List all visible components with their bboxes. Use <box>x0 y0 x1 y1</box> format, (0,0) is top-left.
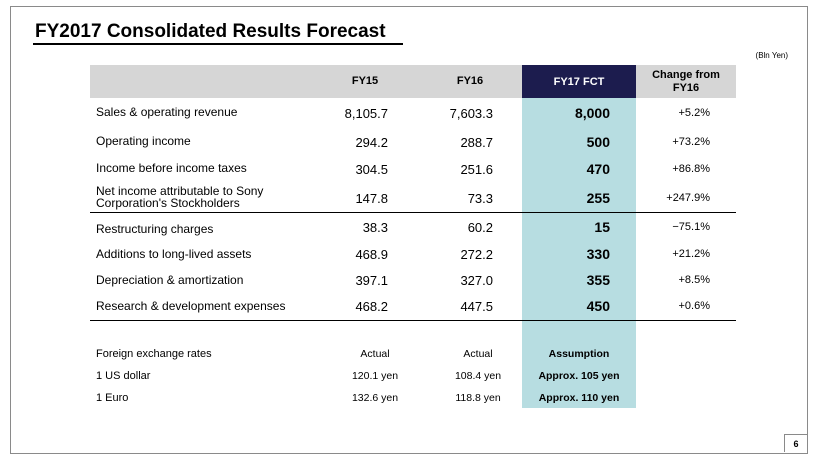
fx-header-fy17: Assumption <box>548 348 610 360</box>
row-fy16: 327.0 <box>460 273 493 288</box>
row-fy17: 8,000 <box>574 105 610 121</box>
fx-row-fy16: 108.4 yen <box>454 370 502 382</box>
row-fy15: 38.3 <box>362 220 388 235</box>
row-label: Income before income taxes <box>96 161 247 175</box>
row-label: Depreciation & amortization <box>96 273 244 287</box>
row-fy15: 8,105.7 <box>344 106 388 121</box>
fx-header-fy16: Actual <box>463 348 493 360</box>
header-change: Change from FY16 <box>652 68 720 94</box>
row-fy17: 355 <box>586 272 610 288</box>
row-fy15: 468.2 <box>355 299 388 314</box>
row-label: Net income attributable to Sony Corporat… <box>96 184 264 210</box>
fx-row-fy15: 120.1 yen <box>351 370 399 382</box>
header-fy15: FY15 <box>351 75 379 87</box>
row-change: +247.9% <box>666 192 710 204</box>
fx-row-label: 1 Euro <box>96 392 129 404</box>
row-label: Research & development expenses <box>96 299 286 313</box>
fx-row-fy17: Approx. 105 yen <box>538 370 620 382</box>
row-label: Operating income <box>96 134 191 148</box>
page-number: 6 <box>784 434 807 452</box>
row-change: +5.2% <box>678 107 711 119</box>
row-fy17: 500 <box>586 134 610 150</box>
row-change: +73.2% <box>672 136 710 148</box>
table-bottom-rule <box>90 320 736 321</box>
row-change: +21.2% <box>672 248 710 260</box>
slide-frame <box>10 6 808 454</box>
title-underline <box>33 43 403 45</box>
fx-row-fy16: 118.8 yen <box>455 392 501 404</box>
table-header-bg-change <box>636 65 736 98</box>
row-fy16: 251.6 <box>460 162 493 177</box>
row-fy16: 288.7 <box>460 135 493 150</box>
table-header-bg <box>90 65 522 98</box>
row-fy17: 470 <box>586 161 610 177</box>
row-fy15: 397.1 <box>355 273 388 288</box>
header-fy17-fct: FY17 FCT <box>522 65 636 98</box>
row-change: −75.1% <box>672 221 710 233</box>
unit-label: (Bln Yen) <box>755 51 788 60</box>
row-fy17: 450 <box>586 298 610 314</box>
row-change: +0.6% <box>678 300 711 312</box>
row-fy15: 147.8 <box>355 191 388 206</box>
row-label: Sales & operating revenue <box>96 105 238 119</box>
row-fy17: 330 <box>586 246 610 262</box>
row-fy15: 304.5 <box>355 162 388 177</box>
fx-row-fy17: Approx. 110 yen <box>538 392 620 404</box>
row-fy16: 7,603.3 <box>449 106 493 121</box>
row-change: +8.5% <box>678 274 711 286</box>
header-fy16: FY16 <box>456 75 484 87</box>
row-fy16: 447.5 <box>460 299 493 314</box>
row-label: Restructuring charges <box>96 222 214 236</box>
fx-row-label: 1 US dollar <box>96 370 151 382</box>
section-divider <box>90 212 736 213</box>
row-fy17: 255 <box>586 190 610 206</box>
page-title: FY2017 Consolidated Results Forecast <box>35 21 386 42</box>
fx-header-label: Foreign exchange rates <box>96 348 212 360</box>
row-fy16: 272.2 <box>460 247 493 262</box>
row-fy15: 468.9 <box>355 247 388 262</box>
row-fy16: 73.3 <box>467 191 493 206</box>
fct-column-highlight <box>522 65 636 408</box>
row-fy17: 15 <box>594 219 610 235</box>
fx-header-fy15: Actual <box>360 348 390 360</box>
row-fy15: 294.2 <box>355 135 388 150</box>
fx-row-fy15: 132.6 yen <box>351 392 399 404</box>
row-label: Additions to long-lived assets <box>96 247 252 261</box>
row-change: +86.8% <box>672 163 710 175</box>
row-fy16: 60.2 <box>467 220 493 235</box>
